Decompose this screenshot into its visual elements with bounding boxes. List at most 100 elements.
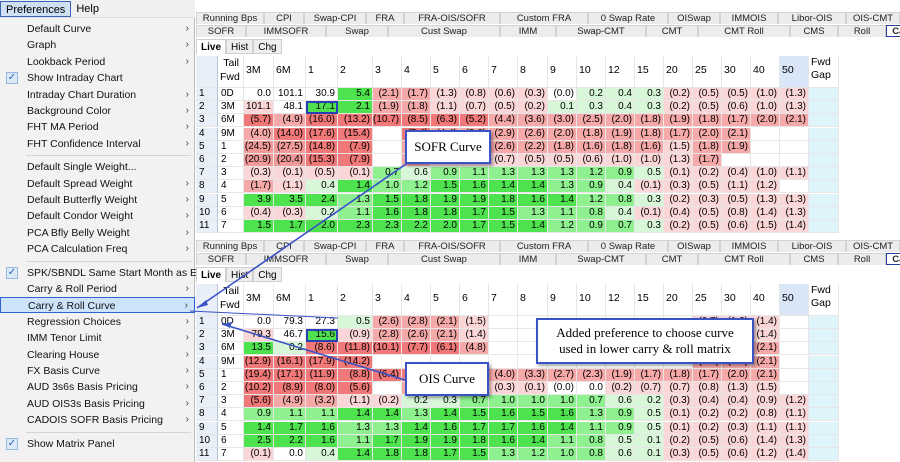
- tab-cmt-roll[interactable]: CMT Roll: [698, 25, 790, 37]
- matrix-cell[interactable]: (4.8): [460, 342, 489, 356]
- matrix-cell[interactable]: (1.3): [780, 193, 809, 207]
- matrix-cell[interactable]: (0.2): [722, 408, 751, 422]
- matrix-cell[interactable]: 1.0: [548, 395, 577, 409]
- matrix-cell[interactable]: 2.5: [244, 434, 274, 448]
- tab-fra-ois-sofr[interactable]: FRA-OIS/SOFR: [404, 12, 500, 24]
- matrix-cell[interactable]: (1.0): [606, 154, 635, 167]
- matrix-cell[interactable]: (2.3): [577, 368, 606, 382]
- matrix-cell[interactable]: (1.9): [606, 127, 635, 141]
- column-header[interactable]: 3M: [244, 56, 274, 88]
- matrix-cell[interactable]: (2.1): [780, 114, 809, 128]
- matrix-cell[interactable]: (1.9): [722, 140, 751, 154]
- matrix-cell[interactable]: (2.2): [518, 140, 548, 154]
- matrix-cell[interactable]: 1.6: [373, 206, 402, 220]
- matrix-cell[interactable]: (2.1): [751, 342, 780, 356]
- column-header[interactable]: 30: [722, 284, 751, 316]
- matrix-cell[interactable]: (1.3): [751, 193, 780, 207]
- matrix-cell[interactable]: (2.1): [431, 316, 460, 329]
- matrix-cell[interactable]: 0.7: [577, 395, 606, 409]
- matrix-cell[interactable]: 0.2: [577, 88, 606, 101]
- matrix-cell[interactable]: 1.5: [489, 206, 518, 220]
- menu-item-pca-bfly-belly-weight[interactable]: PCA Bfly Belly Weight ›: [0, 225, 195, 241]
- column-header[interactable]: 9: [548, 56, 577, 88]
- tab-cpi[interactable]: CPI: [264, 240, 304, 252]
- matrix-cell[interactable]: (1.1): [338, 395, 373, 409]
- matrix-cell[interactable]: 0.3: [431, 395, 460, 409]
- matrix-cell[interactable]: (0.6): [722, 220, 751, 233]
- matrix-cell[interactable]: (0.3): [664, 180, 693, 194]
- matrix-cell[interactable]: 1.5: [489, 220, 518, 233]
- matrix-cell[interactable]: (0.2): [693, 421, 722, 435]
- matrix-cell[interactable]: 1.4: [402, 421, 431, 435]
- matrix-cell[interactable]: 2.0: [431, 220, 460, 233]
- matrix-cell[interactable]: 1.1: [577, 421, 606, 435]
- column-header[interactable]: 6M: [274, 284, 306, 316]
- tab-cust-swap[interactable]: Cust Swap: [388, 253, 500, 265]
- menu-item-pca-calculation-freq[interactable]: PCA Calculation Freq ›: [0, 241, 195, 257]
- menu-item-show-intraday-chart[interactable]: ✓ Show Intraday Chart: [0, 70, 195, 86]
- matrix-cell[interactable]: (14.0): [274, 127, 306, 141]
- matrix-cell[interactable]: 0.2: [274, 342, 306, 356]
- tab-cmt[interactable]: CMT: [646, 253, 698, 265]
- matrix-cell[interactable]: (1.1): [722, 180, 751, 194]
- matrix-cell[interactable]: (13.2): [338, 114, 373, 128]
- matrix-cell[interactable]: (1.6): [635, 140, 664, 154]
- matrix-cell[interactable]: (4.0): [244, 127, 274, 141]
- matrix-cell[interactable]: (0.1): [338, 167, 373, 181]
- matrix-cell[interactable]: 1.1: [274, 408, 306, 422]
- menu-item-fht-confidence-interval[interactable]: FHT Confidence Interval ›: [0, 136, 195, 152]
- tab-swap-cmt[interactable]: Swap-CMT: [556, 25, 646, 37]
- matrix-cell[interactable]: (1.3): [722, 382, 751, 395]
- matrix-cell[interactable]: 1.6: [489, 408, 518, 422]
- matrix-cell[interactable]: 0.3: [635, 220, 664, 233]
- matrix-cell[interactable]: 1.7: [431, 448, 460, 461]
- matrix-cell[interactable]: 0.4: [306, 180, 338, 194]
- column-header[interactable]: 7: [489, 284, 518, 316]
- matrix-cell[interactable]: 1.2: [577, 167, 606, 181]
- matrix-cell[interactable]: 1.3: [489, 448, 518, 461]
- column-header[interactable]: 20: [664, 284, 693, 316]
- matrix-cell[interactable]: (8.8): [338, 368, 373, 382]
- tab-oiswap[interactable]: OISwap: [668, 12, 720, 24]
- matrix-cell[interactable]: (0.5): [693, 434, 722, 448]
- column-header[interactable]: 50: [780, 284, 809, 316]
- matrix-cell[interactable]: (2.0): [751, 114, 780, 128]
- matrix-cell[interactable]: 1.4: [338, 180, 373, 194]
- column-header[interactable]: 5: [431, 284, 460, 316]
- matrix-cell[interactable]: (0.5): [693, 448, 722, 461]
- matrix-cell[interactable]: 15.6: [306, 329, 338, 343]
- matrix-cell[interactable]: (0.6): [489, 88, 518, 101]
- matrix-cell[interactable]: [373, 127, 402, 141]
- matrix-cell[interactable]: 1.0: [518, 395, 548, 409]
- matrix-cell[interactable]: (24.5): [244, 140, 274, 154]
- menu-item-lookback-period[interactable]: Lookback Period ›: [0, 54, 195, 70]
- matrix-cell[interactable]: (1.0): [751, 88, 780, 101]
- matrix-cell[interactable]: 1.5: [431, 180, 460, 194]
- matrix-cell[interactable]: [489, 316, 518, 329]
- matrix-cell[interactable]: (2.6): [402, 329, 431, 343]
- matrix-cell[interactable]: 1.6: [306, 421, 338, 435]
- subtab-live[interactable]: Live: [196, 39, 227, 54]
- matrix-cell[interactable]: 79.3: [244, 329, 274, 343]
- matrix-cell[interactable]: 1.7: [460, 206, 489, 220]
- matrix-cell[interactable]: 5.4: [338, 88, 373, 101]
- matrix-cell[interactable]: 1.7: [489, 421, 518, 435]
- matrix-cell[interactable]: (0.5): [693, 206, 722, 220]
- matrix-cell[interactable]: (0.5): [306, 167, 338, 181]
- matrix-cell[interactable]: 0.0: [577, 382, 606, 395]
- matrix-cell[interactable]: [373, 154, 402, 167]
- matrix-cell[interactable]: (0.3): [693, 193, 722, 207]
- tab-running-bps[interactable]: Running Bps: [196, 240, 264, 252]
- matrix-cell[interactable]: 0.7: [460, 395, 489, 409]
- matrix-cell[interactable]: (0.2): [606, 382, 635, 395]
- matrix-cell[interactable]: (2.0): [548, 127, 577, 141]
- matrix-cell[interactable]: (2.1): [751, 368, 780, 382]
- column-header[interactable]: 10: [577, 56, 606, 88]
- matrix-cell[interactable]: (5.2): [460, 114, 489, 128]
- matrix-cell[interactable]: (19.4): [244, 368, 274, 382]
- matrix-cell[interactable]: (1.8): [635, 114, 664, 128]
- matrix-cell[interactable]: (7.9): [338, 154, 373, 167]
- menu-item-regression-choices[interactable]: Regression Choices ›: [0, 314, 195, 330]
- column-header[interactable]: 3: [373, 56, 402, 88]
- matrix-cell[interactable]: 1.1: [460, 167, 489, 181]
